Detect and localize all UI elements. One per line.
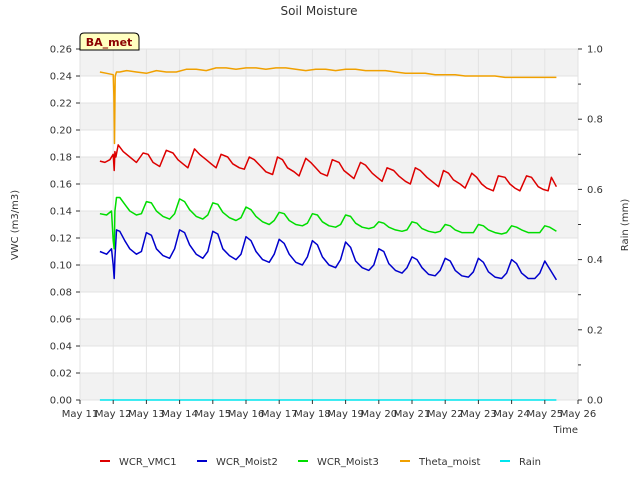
x-tick-label: May 23	[460, 409, 497, 420]
plot-band	[80, 319, 578, 346]
y-tick-label: 0.20	[50, 126, 72, 137]
y-tick-label: 0.12	[50, 234, 72, 245]
x-tick-label: May 22	[427, 409, 464, 420]
legend-label: Theta_moist	[418, 457, 480, 468]
y2-tick-label: 0.6	[587, 185, 603, 196]
x-tick-label: May 16	[228, 409, 265, 420]
x-tick-label: May 19	[327, 409, 364, 420]
x-tick-label: May 20	[361, 409, 398, 420]
y-tick-label: 0.04	[50, 342, 72, 353]
x-tick-label: May 25	[527, 409, 564, 420]
y-tick-label: 0.22	[50, 99, 72, 110]
site-label-badge: BA_met	[79, 32, 140, 51]
x-tick-label: May 24	[493, 409, 530, 420]
series-line-wcr-vmc1	[99, 144, 558, 192]
y-tick-label: 0.08	[50, 288, 72, 299]
x-tick-label: May 14	[161, 409, 198, 420]
x-tick-label: May 18	[294, 409, 331, 420]
y-tick-label: 0.26	[50, 45, 72, 56]
y2-tick-label: 0.8	[587, 115, 603, 126]
plot-band	[80, 103, 578, 130]
legend-label: WCR_Moist3	[317, 457, 379, 468]
site-label-box	[79, 32, 140, 51]
y2-tick-label: 1.0	[587, 45, 603, 56]
y-tick-label: 0.24	[50, 72, 72, 83]
x-tick-label: May 21	[394, 409, 431, 420]
series-line-wcr-moist2	[99, 229, 558, 281]
site-label-text: BA_met	[86, 36, 133, 49]
plot-background-bands	[80, 49, 578, 400]
y-tick-label: 0.16	[50, 180, 72, 191]
y2-tick-label: 0.4	[587, 255, 603, 266]
legend: WCR_VMC1 WCR_Moist2 WCR_Moist3 Theta_moist R…	[100, 457, 541, 468]
x-tick-label: May 12	[95, 409, 132, 420]
legend-label: WCR_VMC1	[119, 457, 177, 468]
y-tick-label: 0.06	[50, 315, 72, 326]
legend-label: WCR_Moist2	[216, 457, 278, 468]
series-line-theta-moist	[99, 67, 557, 145]
x-tick-label: May 15	[195, 409, 232, 420]
y2-tick-label: 0.0	[587, 396, 603, 407]
x-axis-label: Time	[553, 425, 578, 436]
legend-label: Rain	[519, 457, 541, 468]
x-tick-label: May 17	[261, 409, 298, 420]
y-tick-label: 0.02	[50, 369, 72, 380]
plot-band	[80, 265, 578, 292]
plot-band	[80, 373, 578, 400]
y2-axis-label: Rain (mm)	[620, 199, 631, 252]
plot-band	[80, 49, 578, 76]
axes-layer: 0.00 0.02 0.04 0.06 0.08 0.10 0.12 0.14 0.16 0.18…	[50, 45, 603, 421]
series-line-wcr-moist3	[99, 196, 557, 250]
series-layer	[99, 67, 558, 401]
y-tick-label: 0.14	[50, 207, 72, 218]
x-tick-label: May 11	[62, 409, 99, 420]
y-tick-label: 0.00	[50, 396, 72, 407]
y2-tick-label: 0.2	[587, 325, 603, 336]
x-tick-label: May 26	[560, 409, 597, 420]
chart-title: Soil Moisture	[280, 4, 357, 18]
y-tick-label: 0.10	[50, 261, 72, 272]
y-axis-label: VWC (m3/m3)	[10, 190, 21, 260]
x-tick-label: May 13	[128, 409, 165, 420]
y-tick-label: 0.18	[50, 153, 72, 164]
